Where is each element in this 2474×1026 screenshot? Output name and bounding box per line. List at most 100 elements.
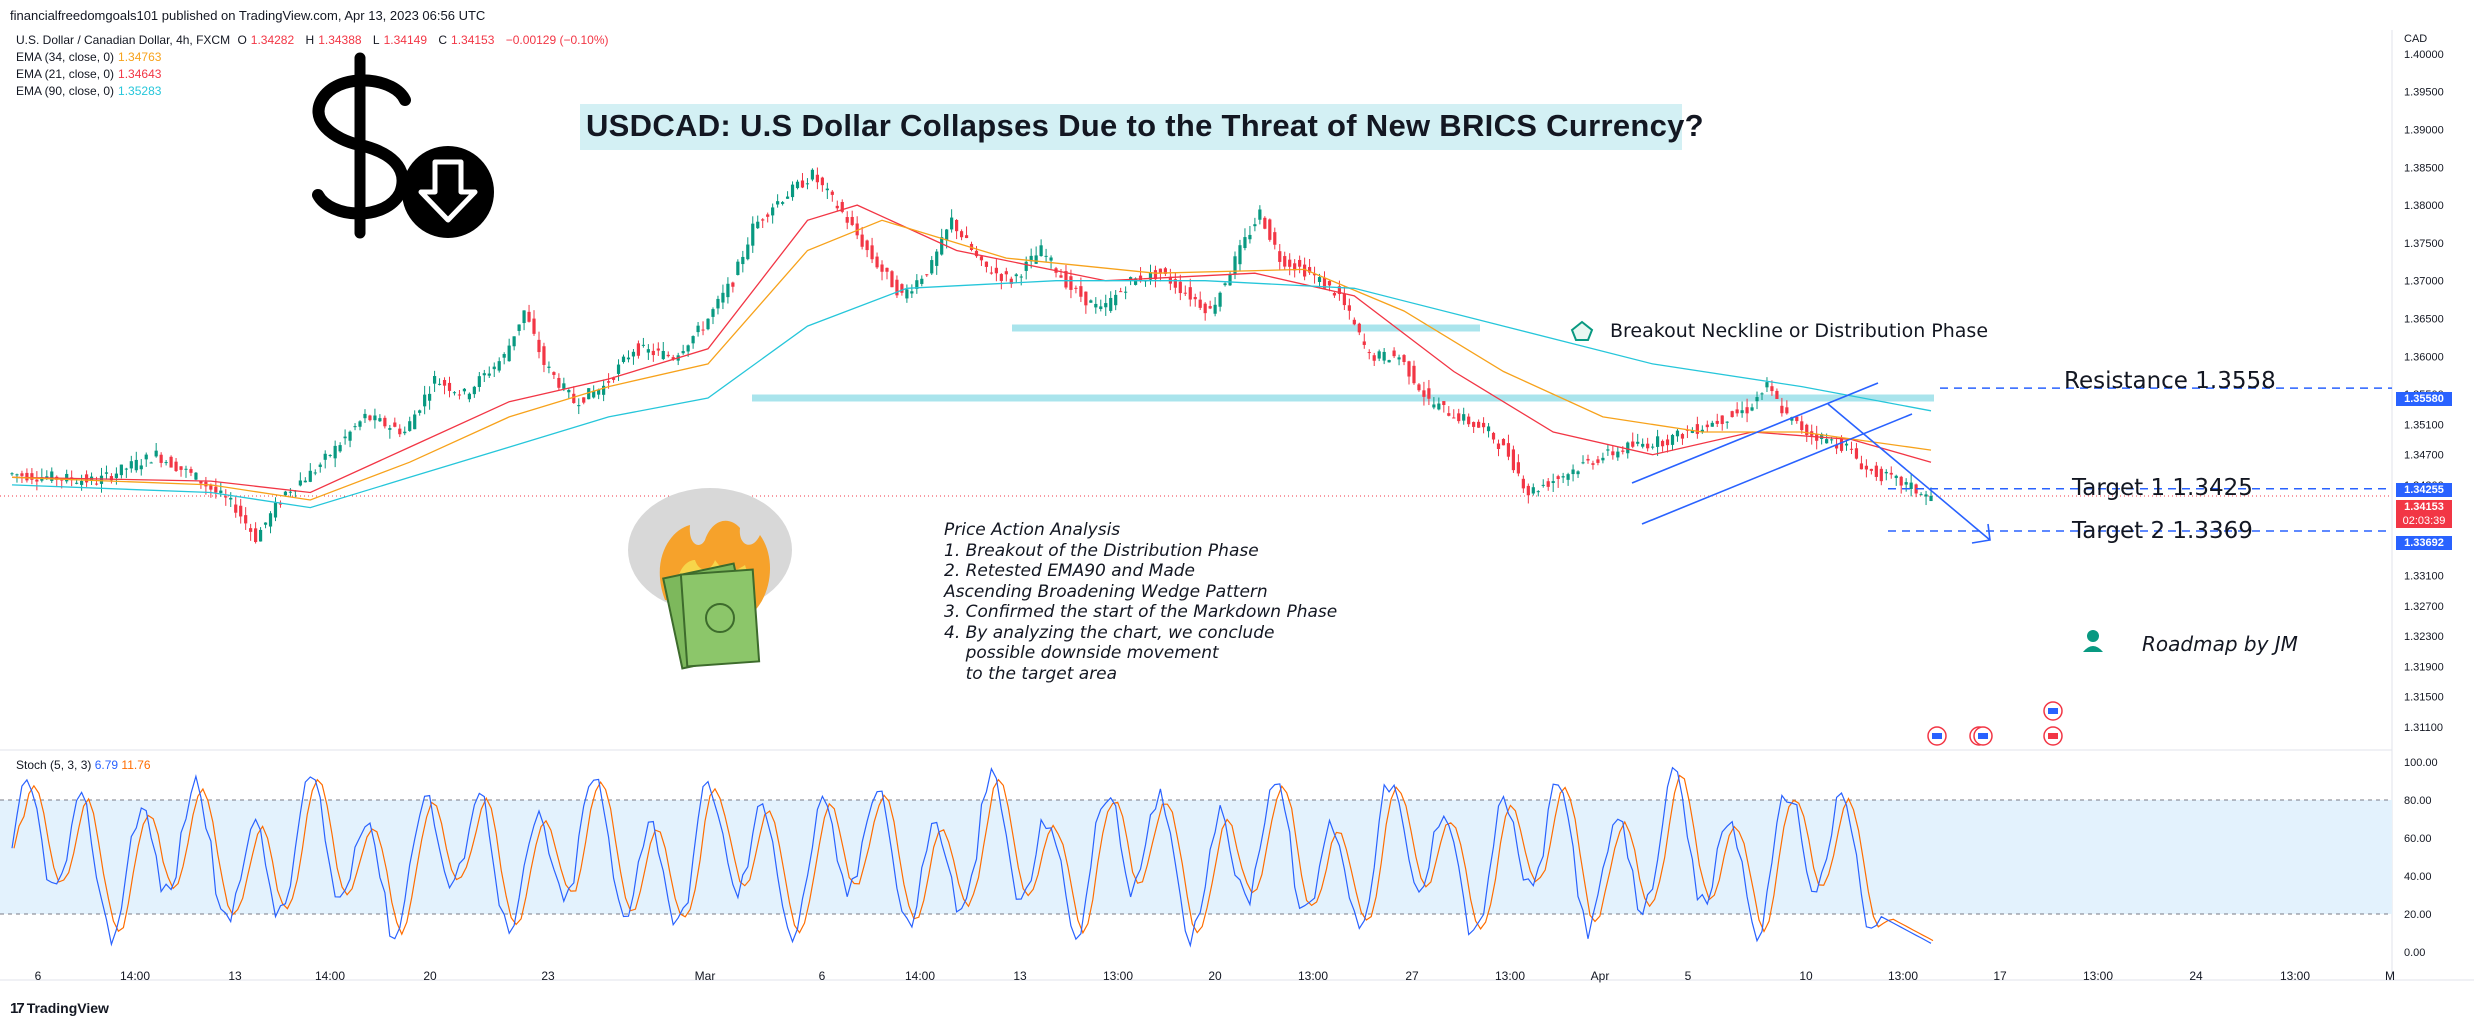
candle-body: [1422, 390, 1426, 397]
price-tick-label: 1.31900: [2404, 661, 2444, 673]
candle-body: [1223, 283, 1227, 286]
candle-body: [1511, 449, 1516, 471]
candle-body: [870, 245, 874, 260]
candle-body: [1377, 351, 1381, 359]
candle-body: [1919, 494, 1923, 496]
candle-body: [1263, 217, 1267, 229]
time-tick-label: 23: [541, 969, 555, 983]
time-tick-label: 13:00: [1888, 969, 1918, 983]
stoch-d-line: [13, 774, 1934, 942]
candle-body: [1501, 438, 1506, 446]
candle-body: [25, 472, 29, 481]
avatar-body-icon: [2083, 646, 2103, 652]
candle-body: [1849, 448, 1854, 450]
candle-body: [577, 405, 581, 407]
candle-body: [845, 217, 849, 223]
candle-body: [1665, 439, 1670, 446]
candle-body: [1362, 341, 1366, 345]
candle-body: [1651, 446, 1655, 448]
candle-body: [1820, 434, 1824, 439]
candle-body: [1526, 485, 1530, 496]
candle-body: [278, 503, 283, 505]
candle-body: [1551, 481, 1555, 484]
candle-body: [1019, 276, 1023, 278]
candle-body: [432, 376, 437, 384]
candle-body: [1765, 382, 1769, 388]
candle-body: [1198, 299, 1202, 308]
time-tick-label: 13: [228, 969, 242, 983]
candle-body: [1268, 219, 1272, 240]
candle-body: [482, 373, 486, 376]
time-tick-label: Apr: [1591, 969, 1610, 983]
candle-body: [1462, 414, 1466, 421]
candle-body: [1427, 388, 1431, 399]
candle-body: [1084, 291, 1088, 306]
candle-body: [1735, 409, 1739, 414]
candle-body: [562, 383, 566, 389]
candle-body: [805, 183, 810, 185]
candle-body: [1342, 294, 1346, 306]
candle-body: [239, 505, 243, 517]
candle-body: [920, 278, 924, 284]
candle-body: [776, 201, 780, 205]
candle-body: [1014, 274, 1018, 277]
time-tick-label: 14:00: [905, 969, 935, 983]
candle-body: [209, 484, 213, 490]
target2-label: Target 2 1.3369: [2072, 518, 2253, 544]
ema34-legend[interactable]: EMA (34, close, 0) 1.34763: [16, 50, 162, 64]
candle-body: [731, 282, 735, 287]
candle-body: [979, 256, 984, 261]
candle-body: [139, 465, 143, 470]
tradingview-logo[interactable]: 17 TradingView: [10, 1000, 109, 1017]
neckline-label: Breakout Neckline or Distribution Phase: [1610, 320, 1989, 342]
candle-body: [771, 207, 775, 216]
candle-body: [1929, 495, 1933, 502]
ema21-legend[interactable]: EMA (21, close, 0) 1.34643: [16, 67, 162, 81]
candle-body: [1009, 278, 1013, 285]
candle-body: [1243, 237, 1247, 249]
candle-body: [358, 421, 362, 427]
price-tick-label: 1.36500: [2404, 314, 2444, 326]
candle-body: [761, 219, 765, 221]
candle-body: [487, 373, 491, 376]
candle-body: [1825, 439, 1829, 444]
candle-body: [1029, 255, 1033, 262]
candle-body: [1606, 449, 1610, 451]
candle-body: [1670, 434, 1675, 445]
candle-body: [418, 410, 422, 413]
chart-title: USDCAD: U.S Dollar Collapses Due to the …: [586, 108, 1704, 143]
candle-body: [945, 229, 949, 241]
stoch-legend[interactable]: Stoch (5, 3, 3) 6.79 11.76: [16, 758, 151, 772]
candle-body: [671, 357, 675, 360]
candle-body: [1506, 443, 1511, 457]
candle-body: [606, 381, 611, 383]
candle-body: [1173, 279, 1177, 288]
candle-body: [825, 188, 829, 191]
candle-body: [1481, 422, 1486, 428]
candle-body: [875, 256, 879, 268]
candle-body: [1273, 232, 1277, 245]
candle-body: [1516, 462, 1520, 474]
candle-body: [1710, 422, 1714, 427]
time-tick-label: 6: [819, 969, 826, 983]
ema90-legend[interactable]: EMA (90, close, 0) 1.35283: [16, 84, 162, 98]
candle-body: [1337, 286, 1342, 295]
candle-body: [338, 445, 342, 452]
ohlc-low: L 1.34149: [372, 33, 427, 47]
candle-body: [1104, 303, 1108, 308]
time-tick-label: 14:00: [315, 969, 345, 983]
candle-body: [890, 271, 894, 288]
candle-body: [696, 325, 700, 333]
candle-body: [1307, 267, 1312, 273]
candle-body: [298, 480, 302, 486]
candle-body: [1541, 484, 1545, 486]
candle-body: [1591, 463, 1595, 465]
candle-body: [45, 476, 49, 478]
candle-body: [1750, 407, 1754, 411]
time-tick-label: 10: [1799, 969, 1813, 983]
candle-body: [333, 445, 337, 459]
candle-body: [308, 470, 312, 482]
candle-body: [179, 466, 183, 470]
candle-body: [1064, 271, 1068, 288]
